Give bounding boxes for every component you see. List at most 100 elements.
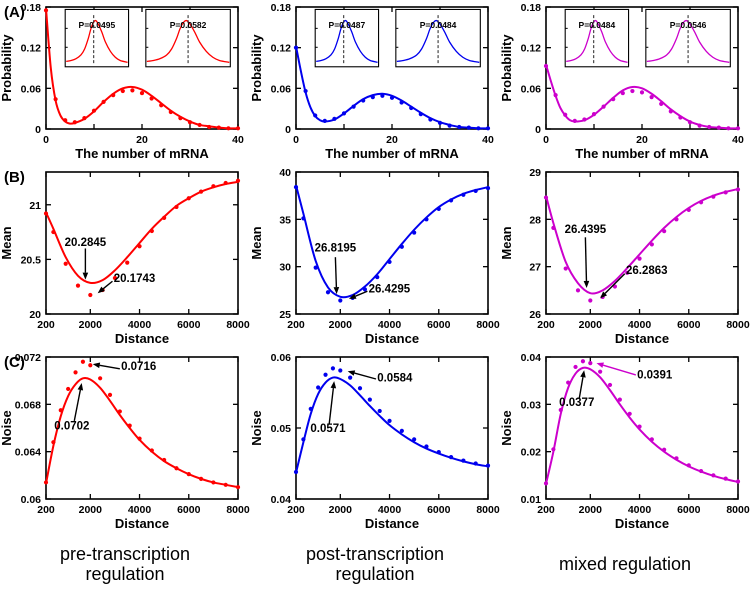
svg-text:Mean: Mean (499, 226, 514, 259)
svg-text:The number of mRNA: The number of mRNA (575, 146, 709, 161)
svg-text:4000: 4000 (128, 319, 152, 331)
svg-text:Probability: Probability (249, 34, 264, 102)
svg-text:26.2863: 26.2863 (626, 265, 668, 277)
svg-text:Noise: Noise (499, 410, 514, 445)
svg-text:P=0.0487: P=0.0487 (329, 20, 366, 30)
svg-text:0.0702: 0.0702 (54, 421, 89, 433)
svg-text:0.18: 0.18 (271, 2, 292, 14)
svg-text:30: 30 (279, 262, 291, 274)
panel-label-b: (B) (4, 169, 25, 186)
caption-line: mixed regulation (558, 553, 692, 574)
svg-text:0.18: 0.18 (21, 2, 42, 14)
svg-text:40: 40 (732, 134, 744, 146)
svg-text:0: 0 (43, 134, 49, 146)
svg-text:Distance: Distance (615, 331, 669, 346)
svg-text:0.06: 0.06 (271, 83, 292, 95)
chart-noise-pre: 200 2000 4000 6000 8000 0.06 0.064 0.068 0.072 Di… (0, 352, 250, 531)
svg-text:0.12: 0.12 (271, 43, 292, 55)
svg-text:Mean: Mean (249, 226, 264, 259)
svg-text:6000: 6000 (427, 504, 451, 516)
caption-line: post-transcription (305, 543, 445, 564)
svg-text:6000: 6000 (177, 319, 201, 331)
svg-text:0: 0 (293, 134, 299, 146)
caption-line: regulation (85, 564, 165, 584)
caption-pre-transcription: pre-transcription regulation (0, 535, 250, 593)
svg-text:0.06: 0.06 (271, 352, 292, 364)
svg-text:25: 25 (279, 309, 291, 321)
svg-text:Distance: Distance (115, 331, 169, 346)
svg-text:20.5: 20.5 (21, 254, 42, 266)
svg-text:0: 0 (35, 124, 41, 136)
svg-text:8000: 8000 (226, 319, 250, 331)
svg-text:200: 200 (537, 319, 555, 331)
svg-text:0.0584: 0.0584 (377, 373, 413, 385)
svg-text:4000: 4000 (378, 319, 402, 331)
svg-text:0.03: 0.03 (521, 399, 542, 411)
svg-text:P=0.0484: P=0.0484 (579, 20, 616, 30)
svg-text:6000: 6000 (427, 319, 451, 331)
svg-text:6000: 6000 (677, 319, 701, 331)
svg-text:26: 26 (529, 309, 541, 321)
svg-text:8000: 8000 (726, 504, 750, 516)
svg-text:2000: 2000 (79, 319, 103, 331)
svg-text:28: 28 (529, 214, 541, 226)
svg-text:Mean: Mean (0, 226, 14, 259)
svg-text:6000: 6000 (177, 504, 201, 516)
svg-text:40: 40 (279, 167, 291, 179)
svg-text:P=0.0546: P=0.0546 (670, 20, 707, 30)
chart-mean-post: 200 2000 4000 6000 8000 25 30 35 40 Distance Mean 2… (249, 167, 500, 346)
svg-text:0.04: 0.04 (521, 352, 542, 364)
svg-text:0: 0 (535, 124, 541, 136)
svg-text:Distance: Distance (615, 516, 669, 531)
svg-text:8000: 8000 (226, 504, 250, 516)
caption-post-transcription: post-transcription regulation (250, 535, 500, 593)
svg-text:0: 0 (285, 124, 291, 136)
svg-text:4000: 4000 (628, 504, 652, 516)
svg-text:2000: 2000 (79, 504, 103, 516)
svg-text:P=0.0484: P=0.0484 (420, 20, 457, 30)
svg-text:2000: 2000 (579, 319, 603, 331)
svg-text:Noise: Noise (249, 410, 264, 445)
chart-mean-pre: 200 2000 4000 6000 8000 20 20.5 21 Distance Mean 2… (0, 171, 250, 346)
svg-text:8000: 8000 (476, 504, 500, 516)
svg-text:8000: 8000 (476, 319, 500, 331)
svg-text:40: 40 (232, 134, 244, 146)
svg-text:0.064: 0.064 (15, 447, 41, 459)
svg-text:35: 35 (279, 214, 291, 226)
svg-text:0: 0 (543, 134, 549, 146)
chart-mean-mixed: 200 2000 4000 6000 8000 26 27 28 29 Distance Mean 2… (499, 167, 750, 346)
svg-text:200: 200 (287, 504, 305, 516)
svg-text:200: 200 (287, 319, 305, 331)
svg-text:4000: 4000 (128, 504, 152, 516)
column-captions: pre-transcription regulation post-transc… (0, 535, 750, 593)
svg-text:0.0571: 0.0571 (310, 423, 346, 435)
caption-mixed-regulation: mixed regulation (500, 535, 750, 593)
svg-text:0.0391: 0.0391 (637, 370, 673, 382)
svg-text:0.05: 0.05 (271, 423, 292, 435)
svg-text:0.04: 0.04 (271, 494, 292, 506)
svg-text:8000: 8000 (726, 319, 750, 331)
svg-text:20: 20 (386, 134, 398, 146)
svg-text:Distance: Distance (365, 516, 419, 531)
svg-text:0.18: 0.18 (521, 2, 542, 14)
svg-text:Probability: Probability (0, 34, 14, 102)
svg-text:0.02: 0.02 (521, 447, 542, 459)
svg-text:0.068: 0.068 (15, 399, 41, 411)
panel-label-a: (A) (4, 4, 25, 21)
svg-text:20.1743: 20.1743 (114, 273, 156, 285)
chart-noise-mixed: 200 2000 4000 6000 8000 0.01 0.02 0.03 0.04 Dista… (499, 352, 750, 531)
svg-text:0.12: 0.12 (521, 43, 542, 55)
svg-text:29: 29 (529, 167, 541, 179)
svg-text:0.0377: 0.0377 (559, 397, 594, 409)
svg-text:20: 20 (636, 134, 648, 146)
svg-text:6000: 6000 (677, 504, 701, 516)
svg-text:Distance: Distance (115, 516, 169, 531)
svg-text:21: 21 (29, 200, 41, 212)
svg-text:27: 27 (529, 262, 541, 274)
svg-text:2000: 2000 (579, 504, 603, 516)
svg-text:20.2845: 20.2845 (65, 237, 107, 249)
svg-text:P=0.0495: P=0.0495 (79, 20, 116, 30)
svg-text:P=0.0582: P=0.0582 (170, 20, 207, 30)
svg-text:0.072: 0.072 (15, 352, 41, 364)
svg-text:Probability: Probability (499, 34, 514, 102)
